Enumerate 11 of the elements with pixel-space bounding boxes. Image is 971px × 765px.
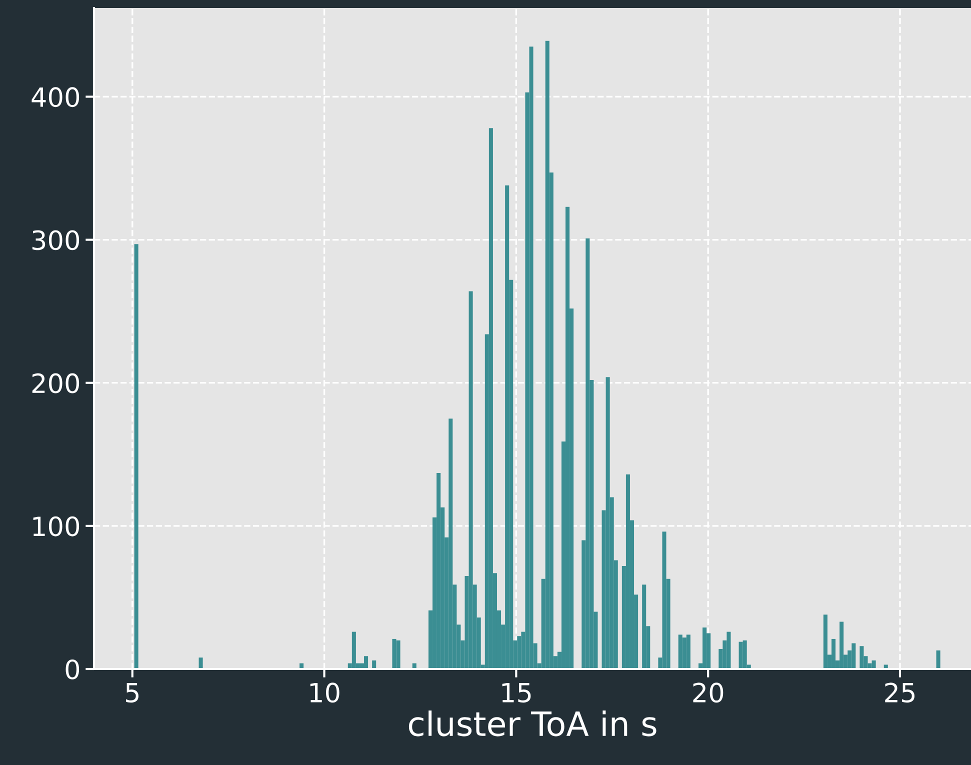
x-tick-label: 20 — [693, 682, 724, 703]
x-axis-title: cluster ToA in s — [408, 710, 656, 736]
x-tick-label: 5 — [126, 683, 138, 703]
y-tick-label: 100 — [33, 516, 80, 536]
x-tick-label: 10 — [310, 682, 340, 703]
y-tick-label: 400 — [32, 87, 80, 108]
y-tick-label: 300 — [32, 230, 80, 250]
y-tick-label: 0 — [66, 659, 80, 680]
x-tick-label: 25 — [885, 682, 914, 703]
y-tick-label: 200 — [32, 373, 80, 394]
x-tick-label: 15 — [502, 683, 531, 703]
